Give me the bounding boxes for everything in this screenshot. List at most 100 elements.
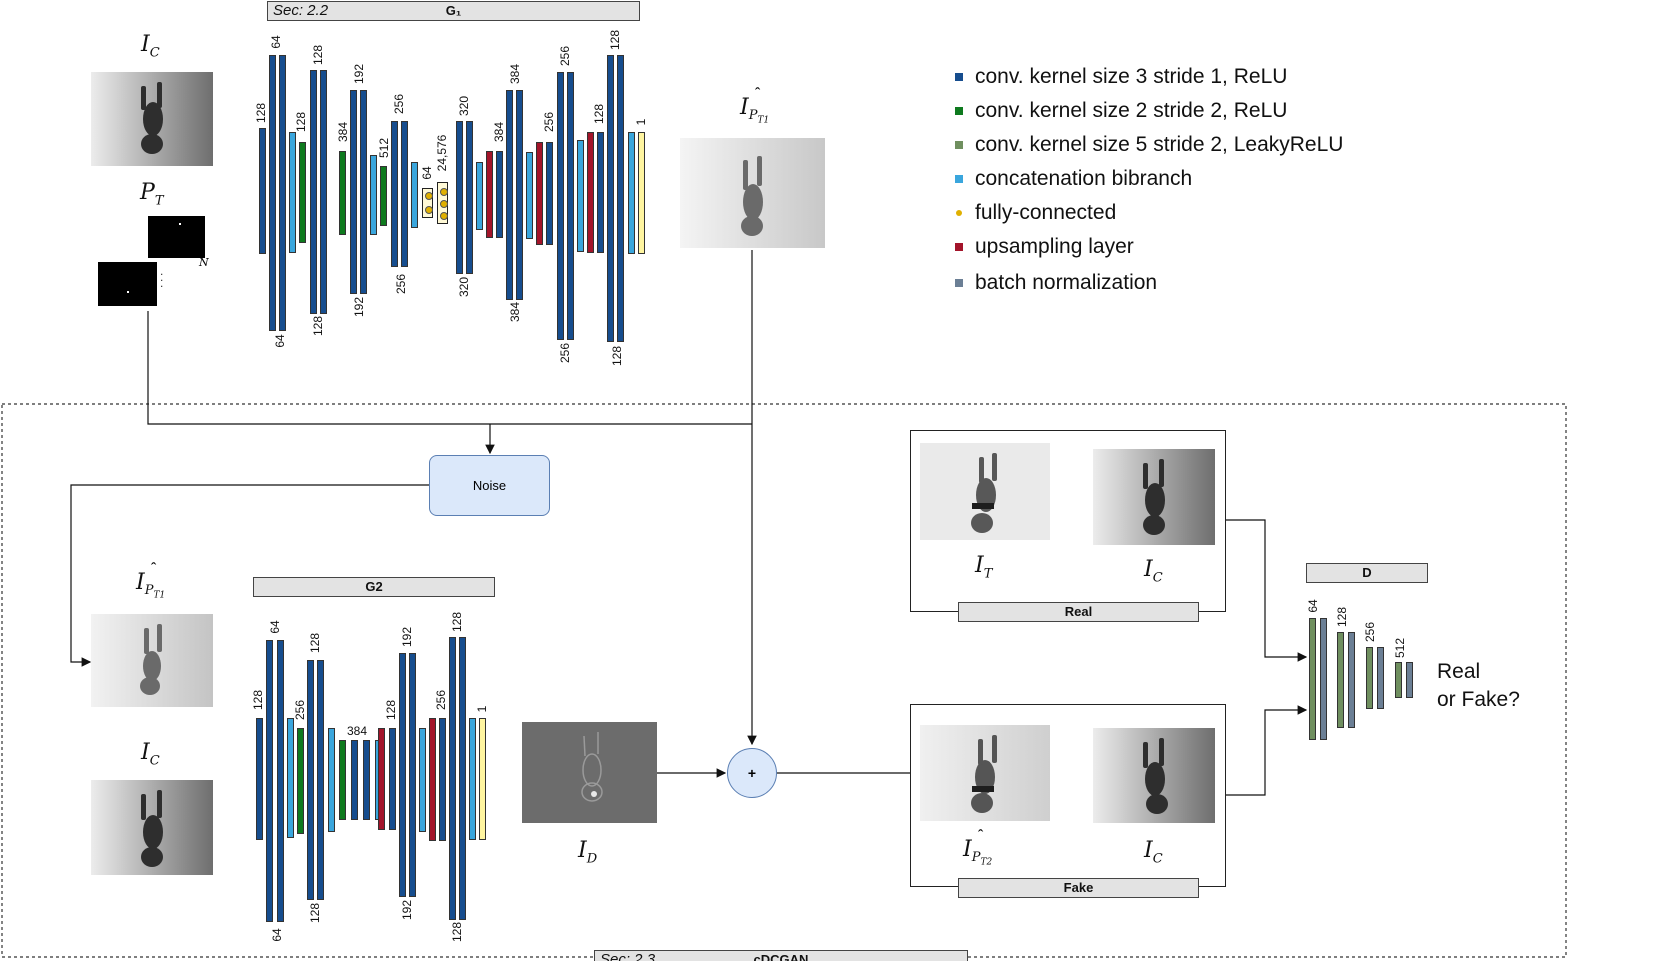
g2-conv-layer bbox=[399, 653, 406, 897]
g1-conv-layer bbox=[456, 121, 463, 274]
cdcgan-title: cDCGAN bbox=[753, 952, 809, 961]
legend-label: upsampling layer bbox=[975, 235, 1134, 258]
d-bn-layer bbox=[1406, 662, 1413, 698]
g1-conv-layer bbox=[496, 151, 503, 238]
g1-concat-layer bbox=[628, 132, 635, 254]
g2-layer-label: 128 bbox=[384, 699, 398, 721]
d-leaky-layer bbox=[1366, 647, 1373, 709]
g1-conv-layer bbox=[546, 142, 553, 245]
g2-header: G2 bbox=[253, 577, 495, 597]
ic-image-real bbox=[1093, 449, 1215, 545]
real-header: Real bbox=[958, 602, 1199, 622]
plus-label: + bbox=[747, 765, 757, 781]
ic-label-bottom: IC bbox=[141, 740, 160, 769]
g2-layer-label: 64 bbox=[270, 928, 284, 942]
legend-marker bbox=[955, 279, 963, 287]
g2-conv-layer bbox=[351, 740, 358, 820]
g1-down-layer bbox=[299, 142, 306, 243]
legend-item: conv. kernel size 2 stride 2, ReLU bbox=[955, 98, 1287, 124]
g2-layer-label: 128 bbox=[308, 632, 322, 654]
g2-conv-layer bbox=[277, 640, 284, 922]
it-label: IT bbox=[975, 553, 993, 582]
g1-concat-layer bbox=[370, 155, 377, 235]
id-label: ID bbox=[578, 838, 598, 867]
legend-label: conv. kernel size 3 stride 1, ReLU bbox=[975, 65, 1288, 88]
legend-label: batch normalization bbox=[975, 271, 1158, 294]
g2-up-layer bbox=[429, 718, 436, 841]
d-layer-label: 128 bbox=[1335, 606, 1349, 628]
ipt1-image-bottom bbox=[91, 614, 213, 707]
g1-concat-layer bbox=[476, 162, 483, 230]
real-label: Real bbox=[1064, 604, 1093, 619]
legend-item: conv. kernel size 3 stride 1, ReLU bbox=[955, 64, 1287, 90]
pt-n-label: N bbox=[199, 256, 209, 269]
g1-down-layer bbox=[380, 166, 387, 226]
g1-conv-layer bbox=[259, 128, 266, 254]
g1-concat-layer bbox=[526, 152, 533, 239]
g1-conv-layer bbox=[391, 121, 398, 267]
legend-marker bbox=[955, 141, 963, 149]
g2-layer-label: 384 bbox=[346, 724, 368, 738]
g1-conv-layer bbox=[506, 90, 513, 300]
g2-title: G2 bbox=[365, 579, 383, 594]
g2-conv-layer bbox=[266, 640, 273, 922]
g2-layer-label: 1 bbox=[475, 705, 489, 713]
g1-conv-layer bbox=[310, 70, 317, 314]
g1-conv-layer bbox=[279, 55, 286, 331]
legend-label: conv. kernel size 2 stride 2, ReLU bbox=[975, 99, 1288, 122]
g2-concat-layer bbox=[419, 728, 426, 832]
d-layer-label: 256 bbox=[1363, 621, 1377, 643]
fc-node bbox=[425, 206, 433, 214]
g1-up-layer bbox=[536, 142, 543, 245]
ic-image-top bbox=[91, 72, 213, 166]
g1-conv-layer bbox=[466, 121, 473, 274]
it-image bbox=[920, 443, 1050, 540]
g1-header: Sec: 2.2 G₁ bbox=[267, 1, 640, 21]
g2-output-layer bbox=[479, 718, 486, 840]
g1-conv-layer bbox=[516, 90, 523, 300]
g1-conv-layer bbox=[269, 55, 276, 331]
g1-conv-layer bbox=[597, 132, 604, 253]
pose-heatmap-top bbox=[148, 216, 205, 258]
legend-item: batch normalization bbox=[955, 270, 1157, 296]
ipt2-label: IPT2 bbox=[963, 837, 993, 868]
pose-heatmap-bottom bbox=[98, 262, 157, 306]
g1-title: G₁ bbox=[445, 3, 462, 18]
legend-marker bbox=[955, 243, 963, 251]
legend-marker bbox=[956, 210, 962, 216]
fc-node bbox=[425, 192, 433, 200]
g1-fc-layer bbox=[422, 188, 433, 218]
legend-marker bbox=[955, 175, 963, 183]
legend-label: conv. kernel size 5 stride 2, LeakyReLU bbox=[975, 133, 1344, 156]
legend-item: conv. kernel size 5 stride 2, LeakyReLU bbox=[955, 132, 1343, 158]
g2-layer-label: 128 bbox=[251, 689, 265, 711]
g1-concat-layer bbox=[411, 162, 418, 228]
cdcgan-section-ref: Sec: 2.3 bbox=[600, 951, 656, 961]
hat-mark: ˆ bbox=[151, 561, 157, 578]
legend-marker bbox=[955, 73, 963, 81]
g2-layer-label: 128 bbox=[450, 921, 464, 943]
g1-conv-layer bbox=[567, 72, 574, 340]
g1-concat-layer bbox=[289, 132, 296, 253]
g2-conv-layer bbox=[307, 660, 314, 900]
d-leaky-layer bbox=[1395, 662, 1402, 698]
id-image bbox=[522, 722, 657, 823]
cdcgan-header: Sec: 2.3 cDCGAN bbox=[594, 950, 968, 961]
g2-conv-layer bbox=[409, 653, 416, 897]
ic-image-bottom bbox=[91, 780, 213, 875]
g2-layer-label: 128 bbox=[308, 902, 322, 924]
legend-label: concatenation bibranch bbox=[975, 167, 1193, 190]
g2-up-layer bbox=[378, 728, 385, 830]
g1-conv-layer bbox=[350, 90, 357, 294]
g2-conv-layer bbox=[389, 728, 396, 830]
g1-conv-layer bbox=[360, 90, 367, 294]
g2-concat-layer bbox=[287, 718, 294, 838]
g2-layer-label: 256 bbox=[293, 699, 307, 721]
g1-up-layer bbox=[587, 132, 594, 253]
g1-output-layer bbox=[638, 132, 645, 254]
legend-item: upsampling layer bbox=[955, 234, 1134, 260]
ic-label-real: IC bbox=[1144, 557, 1163, 586]
d-bn-layer bbox=[1377, 647, 1384, 709]
noise-block: Noise bbox=[429, 455, 550, 516]
